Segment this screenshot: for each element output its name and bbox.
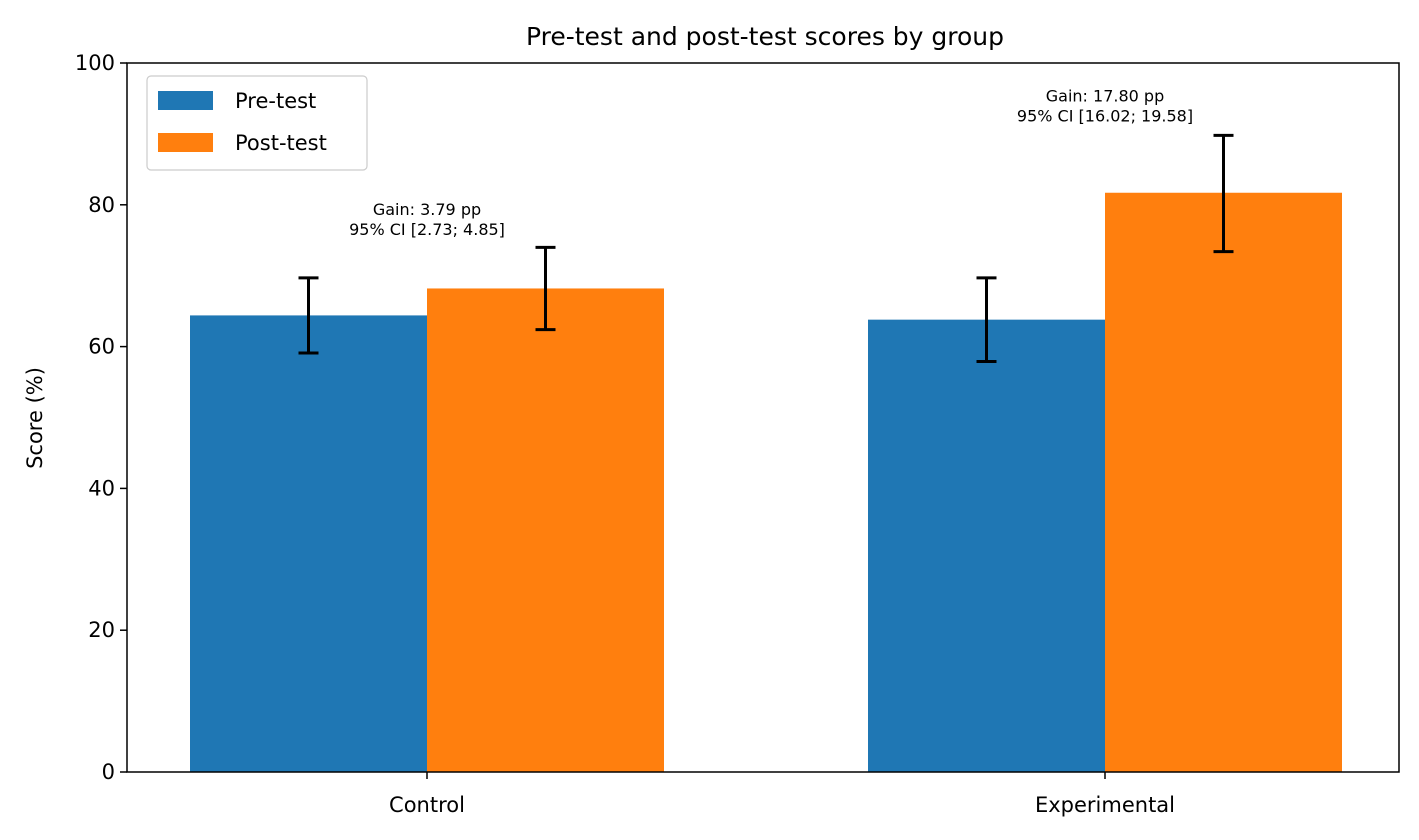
legend-label-pre-test: Pre-test [235, 89, 316, 113]
y-tick-label: 40 [88, 476, 115, 500]
legend: Pre-test Post-test [146, 75, 368, 171]
y-tick-label: 60 [88, 335, 115, 359]
bar-pre-test-experimental [868, 319, 1105, 772]
x-tick-label-control: Control [389, 793, 465, 817]
y-tick-label: 0 [102, 760, 115, 784]
legend-label-post-test: Post-test [235, 131, 327, 155]
chart-title: Pre-test and post-test scores by group [526, 22, 1004, 51]
bar-post-test-control [427, 288, 664, 772]
error-bars-layer [298, 133, 1234, 363]
error-bar-post-test-control [535, 245, 556, 332]
legend-swatch-pre-test [158, 91, 213, 110]
plot-frame [126, 62, 1400, 773]
y-tick-label: 100 [75, 51, 115, 75]
annotation-ci-control: 95% CI [2.73; 4.85] [349, 220, 505, 239]
bar-post-test-experimental [1105, 192, 1342, 772]
error-bar-post-test-experimental [1213, 133, 1234, 254]
annotation-gain-experimental: Gain: 17.80 pp [1046, 87, 1164, 106]
y-tick-label: 80 [88, 193, 115, 217]
x-tick-label-experimental: Experimental [1035, 793, 1175, 817]
legend-swatch-post-test [158, 133, 213, 152]
bars-layer [190, 192, 1342, 772]
annotation-ci-experimental: 95% CI [16.02; 19.58] [1017, 107, 1193, 126]
x-axis: Control Experimental [389, 772, 1175, 817]
y-axis-label: Score (%) [23, 367, 47, 469]
annotation-gain-control: Gain: 3.79 pp [373, 200, 481, 219]
error-bar-pre-test-experimental [976, 276, 997, 363]
y-axis: 0 20 40 60 80 100 [75, 51, 127, 784]
y-tick-label: 20 [88, 618, 115, 642]
error-bar-pre-test-control [298, 276, 319, 355]
bar-pre-test-control [190, 315, 427, 772]
